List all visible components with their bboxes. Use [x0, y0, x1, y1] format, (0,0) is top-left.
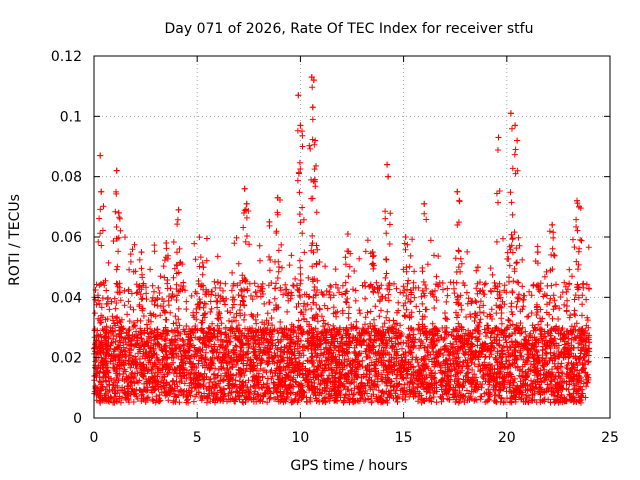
peak-point	[98, 188, 105, 195]
peak-point	[163, 240, 170, 247]
peak-point	[308, 74, 315, 81]
peak-point	[243, 200, 250, 207]
x-tick-label: 25	[601, 430, 619, 446]
peak-point	[576, 203, 583, 210]
axes: 0 5 10 15 20 25 0 0.02 0.04 0.06 0.08 0.1 0.12	[51, 49, 619, 446]
peak-point	[507, 110, 514, 117]
peak-point	[175, 206, 182, 213]
data-points	[91, 74, 593, 406]
peak-point	[344, 230, 351, 237]
peak-point	[274, 194, 281, 201]
peak-point	[402, 234, 409, 240]
peak-point	[369, 249, 376, 256]
y-tick-label: 0.06	[51, 230, 82, 246]
peak-point	[573, 197, 580, 204]
peak-point	[266, 218, 273, 225]
y-tick-label: 0.04	[51, 290, 82, 306]
peak-point	[115, 209, 122, 216]
peak-point	[549, 221, 556, 228]
x-axis-label: GPS time / hours	[290, 458, 407, 474]
peak-point	[295, 92, 302, 99]
peak-point	[534, 249, 541, 256]
peak-point	[97, 152, 104, 159]
y-tick-label: 0.02	[51, 351, 82, 367]
y-tick-label: 0	[73, 411, 82, 427]
peak-point	[456, 197, 463, 204]
peak-point	[454, 188, 461, 195]
peak-point	[138, 249, 145, 256]
peak-point	[113, 167, 120, 174]
chart-title: Day 071 of 2026, Rate Of TEC Index for r…	[165, 21, 534, 37]
x-tick-label: 15	[395, 430, 413, 446]
peak-point	[310, 77, 317, 84]
peak-point	[421, 200, 428, 207]
x-tick-label: 10	[291, 430, 309, 446]
peak-point	[514, 137, 521, 144]
peak-point	[309, 104, 316, 111]
y-tick-label: 0.08	[51, 170, 82, 186]
y-axis-label: ROTI / TECUs	[7, 194, 23, 286]
peak-point	[385, 173, 392, 180]
x-tick-label: 5	[193, 430, 202, 446]
peak-point	[297, 122, 304, 129]
y-tick-label: 0.1	[60, 109, 82, 125]
peak-point	[299, 143, 306, 150]
peak-point	[200, 264, 207, 271]
peak-point	[384, 161, 391, 168]
x-tick-label: 20	[498, 430, 516, 446]
y-tick-label: 0.12	[51, 49, 82, 65]
peak-point	[512, 122, 519, 129]
peak-point	[474, 264, 481, 271]
peak-point	[214, 279, 221, 286]
peak-point	[241, 185, 248, 192]
peak-point	[311, 176, 318, 183]
x-tick-label: 0	[90, 430, 99, 446]
peak-point	[495, 134, 502, 141]
